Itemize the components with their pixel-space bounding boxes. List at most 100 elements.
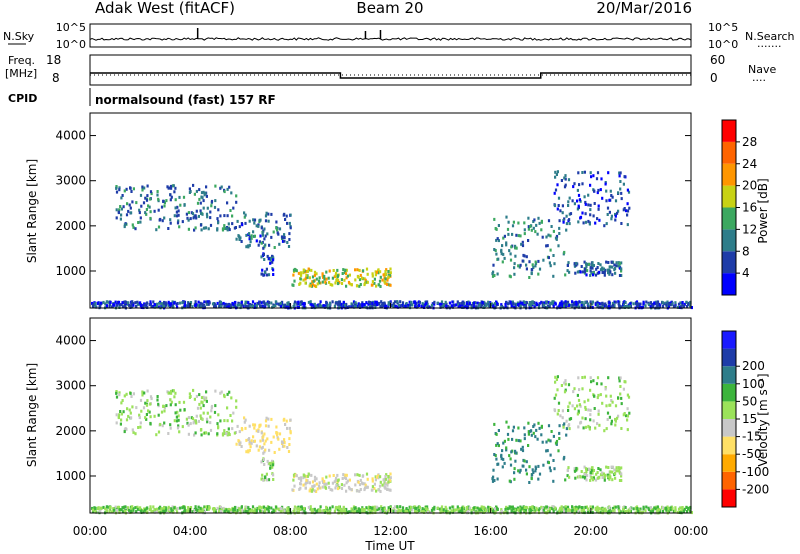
velocity-cell: [165, 404, 168, 408]
velocity-cell: [102, 505, 105, 509]
power-cell: [689, 304, 692, 308]
velocity-cell: [681, 506, 684, 509]
velocity-cell: [225, 508, 228, 512]
power-cell: [288, 221, 291, 225]
power-cell: [302, 278, 305, 282]
velocity-cell: [172, 389, 175, 393]
velocity-cell: [308, 481, 311, 485]
power-cell: [157, 225, 161, 229]
velocity-cell: [217, 413, 220, 417]
velocity-cell: [461, 509, 464, 513]
velocity-cell: [366, 485, 369, 489]
velocity-cell: [149, 402, 152, 406]
velocity-cell: [620, 472, 623, 476]
power-cell: [681, 301, 684, 304]
power-cell: [587, 193, 590, 197]
velocity-cell: [328, 506, 332, 510]
velocity-cell: [561, 508, 564, 511]
power-cell: [618, 171, 621, 175]
power-cell: [577, 204, 580, 208]
power-cell: [120, 207, 123, 211]
velocity-cell: [141, 390, 144, 394]
freq-line: [90, 72, 691, 79]
power-cell: [196, 303, 199, 307]
velocity-cell: [589, 505, 592, 509]
power-cell: [637, 302, 640, 306]
power-cell: [505, 305, 508, 309]
power-cell: [223, 227, 226, 230]
velocity-cell: [262, 451, 265, 455]
power-cell: [223, 214, 226, 218]
velocity-cell: [636, 507, 639, 510]
power-cell: [159, 217, 162, 221]
power-cell: [241, 303, 244, 307]
power-cell: [158, 301, 161, 305]
power-cell: [379, 275, 382, 279]
power-cell: [295, 269, 298, 273]
velocity-cell: [148, 508, 151, 512]
velocity-cell: [433, 505, 436, 509]
power-cell: [345, 304, 348, 308]
power-cell: [321, 272, 324, 276]
power-cell: [272, 258, 275, 262]
velocity-cell: [186, 421, 189, 425]
power-cell: [594, 221, 597, 225]
velocity-cell: [378, 488, 381, 492]
velocity-cell: [191, 417, 195, 421]
velocity-cell: [234, 506, 237, 509]
power-cell: [554, 175, 557, 179]
power-cell: [584, 220, 588, 224]
power-cell: [199, 209, 202, 213]
velocity-cell: [474, 506, 477, 510]
power-cell: [236, 219, 239, 223]
velocity-cell: [580, 506, 583, 509]
power-cell: [573, 262, 576, 266]
velocity-cell: [93, 507, 96, 511]
power-cell: [386, 278, 389, 282]
velocity-cell: [177, 424, 180, 428]
velocity-cell: [576, 475, 579, 479]
power-cell: [167, 186, 170, 190]
velocity-cell: [676, 510, 679, 514]
power-cell: [305, 273, 308, 277]
velocity-cell: [192, 388, 195, 392]
power-cell: [319, 300, 322, 304]
velocity-cell: [268, 448, 271, 452]
velocity-cell: [183, 507, 186, 511]
power-cell: [598, 270, 601, 274]
power-cell: [381, 305, 384, 309]
power-cell: [552, 304, 555, 308]
power-cell: [199, 301, 202, 305]
power-cell: [218, 304, 221, 308]
power-cell: [609, 189, 612, 193]
power-cell: [118, 208, 121, 212]
power-cell: [592, 273, 595, 277]
velocity-cell: [381, 507, 384, 510]
velocity-cell: [171, 505, 174, 509]
power-cell: [207, 227, 210, 231]
cpid-label: CPID: [8, 92, 37, 105]
power-cell: [303, 301, 306, 305]
velocity-cell: [384, 477, 387, 481]
power-cell: [266, 300, 269, 304]
power-cell: [598, 218, 601, 222]
vel-cb-swatch-8: [722, 348, 736, 367]
velocity-cell: [169, 389, 173, 393]
velocity-cell: [261, 436, 264, 440]
velocity-cell: [363, 486, 367, 490]
power-cell: [313, 273, 316, 277]
velocity-cell: [174, 411, 177, 415]
power-cell: [241, 223, 244, 227]
power-cell: [156, 193, 159, 197]
power-cell: [334, 281, 337, 285]
velocity-cell: [399, 509, 402, 513]
velocity-cell: [601, 401, 604, 405]
velocity-cell: [557, 401, 561, 405]
power-cell: [93, 302, 96, 306]
power-cell: [243, 215, 246, 219]
power-cell: [601, 196, 604, 200]
power-cell: [261, 231, 264, 235]
power-cell: [115, 303, 118, 307]
power-cell: [336, 302, 339, 306]
power-cell: [340, 278, 343, 282]
